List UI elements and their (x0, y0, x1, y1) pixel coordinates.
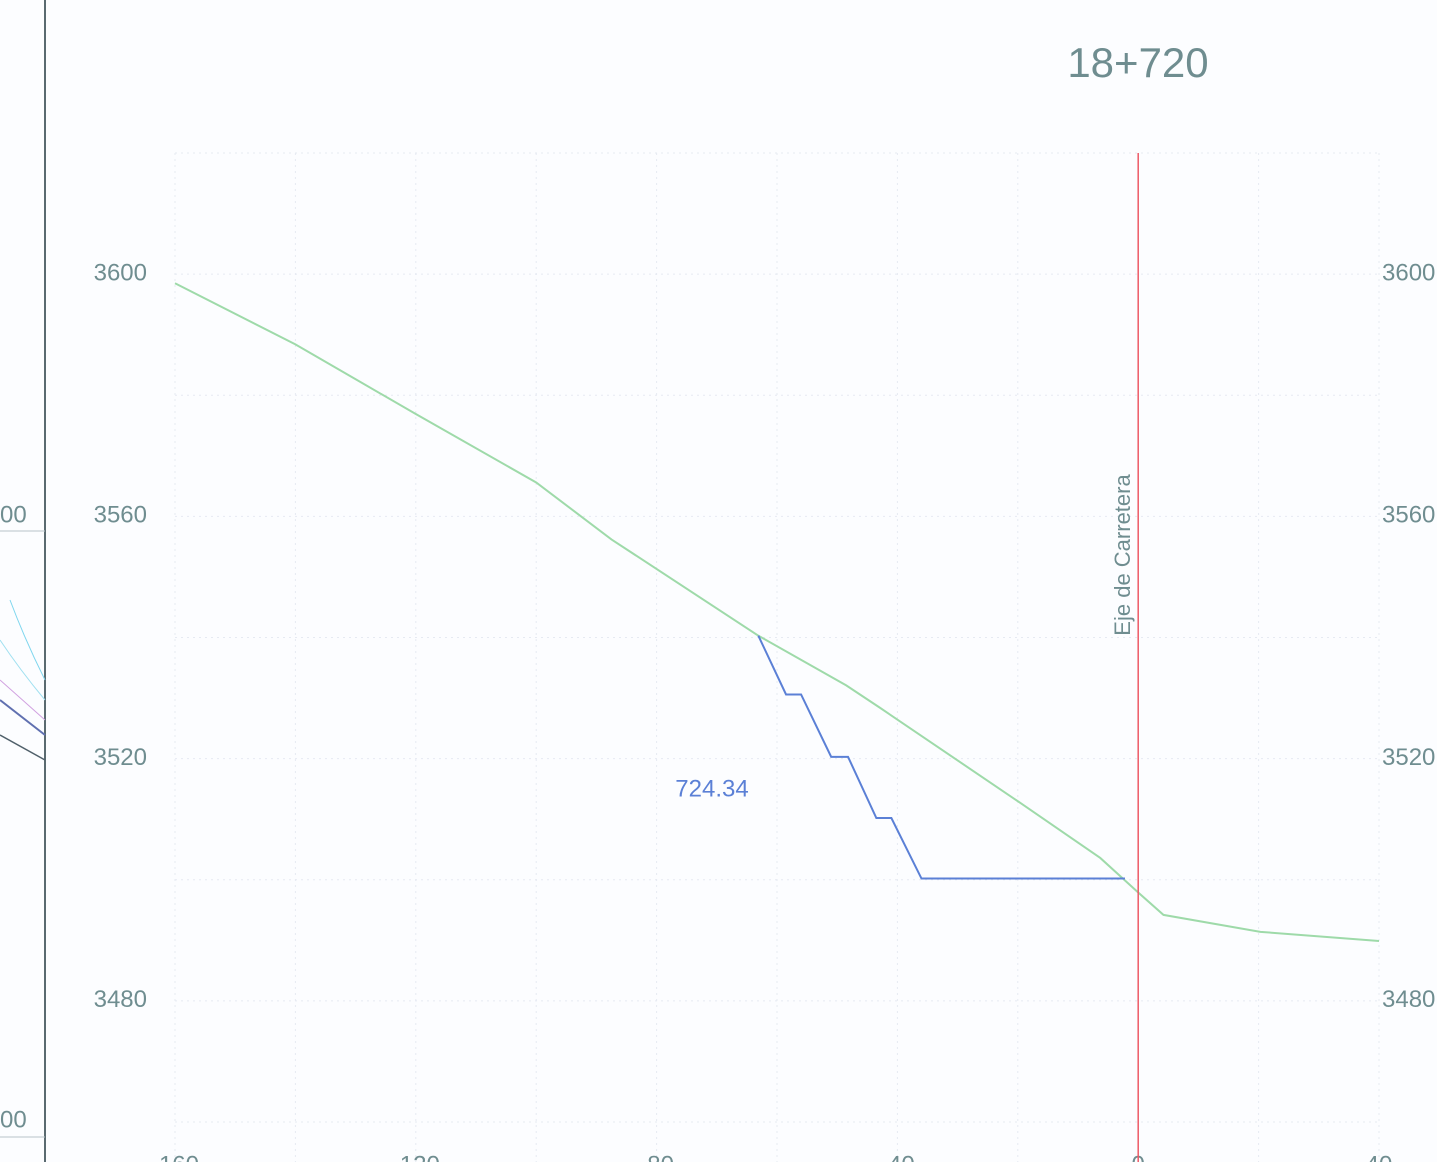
y-tick-label: 3520 (94, 744, 147, 771)
y-tick-label-right: 3480 (1382, 986, 1435, 1013)
neighbor-line (0, 699, 46, 736)
y-tick-label: 3560 (94, 502, 147, 529)
x-tick-label: -120 (392, 1151, 440, 1162)
neighbor-line (0, 679, 46, 721)
neighbor-line (0, 734, 46, 761)
chart-title: 18+720 (1067, 39, 1208, 86)
fragment-label: 00 (0, 1106, 27, 1133)
x-tick-label: -80 (639, 1151, 674, 1162)
y-tick-label-right: 3520 (1382, 744, 1435, 771)
series-line (757, 635, 1125, 880)
y-tick-label: 3480 (94, 986, 147, 1013)
x-tick-label: 40 (1366, 1151, 1393, 1162)
series-line (174, 282, 1380, 942)
x-tick-label: -40 (880, 1151, 915, 1162)
neighbor-line (0, 639, 46, 701)
y-tick-label-right: 3600 (1382, 259, 1435, 286)
y-tick-label-right: 3560 (1382, 502, 1435, 529)
left-neighbor-fragment: 00 00 (0, 0, 46, 1162)
annotation: 724.34 (675, 775, 748, 802)
x-tick-label: -160 (151, 1151, 199, 1162)
axis-line-label: Eje de Carretera (1110, 474, 1135, 636)
neighbor-line (9, 599, 46, 681)
fragment-label: 00 (0, 501, 27, 528)
y-tick-label: 3600 (94, 259, 147, 286)
